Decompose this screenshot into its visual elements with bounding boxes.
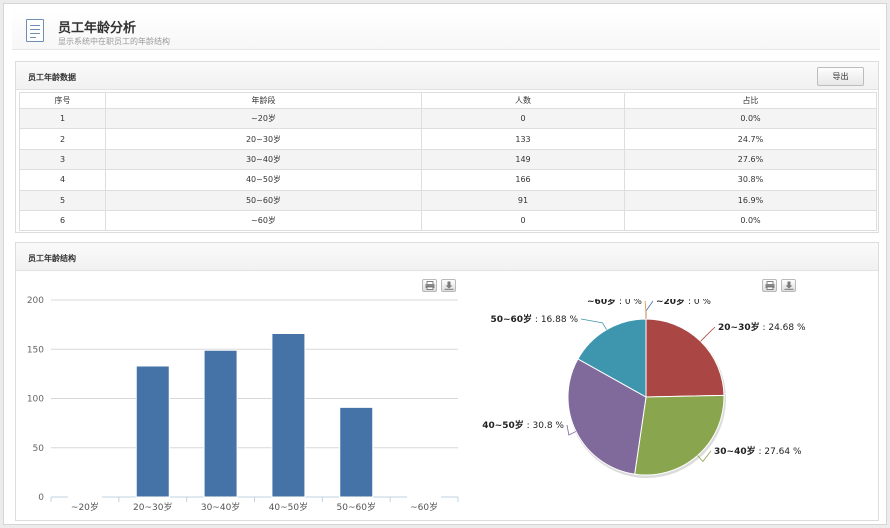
- table-row: 6 ~60岁 0 0.0%: [19, 209, 877, 232]
- column-header-index: 序号: [19, 92, 106, 109]
- age-data-panel-header: 员工年龄数据 导出: [16, 62, 878, 90]
- table-row: 4 40~50岁 166 30.8%: [19, 169, 877, 191]
- table-cell: 149: [421, 148, 625, 171]
- page-subtitle: 显示系统中在职员工的年龄结构: [58, 37, 170, 46]
- pie-slice: [634, 394, 725, 476]
- age-structure-panel: 员工年龄结构: [15, 242, 879, 521]
- pie-connector: [645, 300, 654, 319]
- y-tick-label: 50: [33, 444, 45, 454]
- y-tick-label: 200: [27, 296, 44, 306]
- y-tick-label: 100: [27, 395, 44, 405]
- pie-label: 40~50岁 : 30.8 %: [482, 419, 564, 431]
- table-cell: 0.0%: [624, 107, 877, 130]
- pie-connector: [697, 450, 712, 463]
- table-cell: 0: [421, 107, 625, 130]
- table-cell: 1: [19, 107, 106, 130]
- y-tick-label: 150: [27, 345, 44, 355]
- column-header-ratio: 占比: [624, 92, 877, 109]
- table-row: 5 50~60岁 91 16.9%: [19, 189, 877, 211]
- download-icon: [444, 281, 454, 290]
- page-title: 员工年龄分析: [58, 21, 137, 36]
- table-cell: 50~60岁: [105, 189, 422, 211]
- table-cell: 30~40岁: [105, 148, 422, 171]
- table-row: 3 30~40岁 149 27.6%: [19, 148, 877, 171]
- pie-connector: [644, 300, 647, 319]
- app-frame: 员工年龄分析 显示系统中在职员工的年龄结构 员工年龄数据 导出 序号 年龄段 人…: [3, 3, 887, 525]
- bar: [271, 332, 306, 498]
- bar-chart-download-button[interactable]: [441, 279, 456, 292]
- age-data-panel-title: 员工年龄数据: [28, 73, 76, 82]
- pie-slice: [645, 318, 725, 398]
- page-header: 员工年龄分析 显示系统中在职员工的年龄结构: [12, 10, 880, 50]
- table-cell: 24.7%: [624, 128, 877, 150]
- pie-slice: [567, 358, 647, 475]
- table-cell: 4: [19, 169, 106, 191]
- column-header-age-range: 年龄段: [105, 92, 422, 109]
- table-cell: 40~50岁: [105, 169, 422, 191]
- download-icon: [784, 281, 794, 290]
- table-cell: ~60岁: [105, 209, 422, 232]
- table-row: 1 ~20岁 0 0.0%: [19, 107, 877, 130]
- x-tick-label: ~60岁: [410, 501, 438, 513]
- print-icon: [765, 281, 775, 290]
- pie-label: 20~30岁 : 24.68 %: [718, 321, 806, 333]
- pie-chart-print-button[interactable]: [762, 279, 777, 292]
- column-header-count: 人数: [421, 92, 625, 109]
- export-button[interactable]: 导出: [817, 67, 864, 86]
- age-bar-chart: 0 50 100 150 200 ~20岁 20~30岁 30~40岁 40~50岁 50~60岁…: [27, 296, 459, 513]
- table-cell: ~20岁: [105, 107, 422, 130]
- bar: [67, 495, 102, 498]
- x-tick-label: 50~60岁: [337, 501, 376, 513]
- table-cell: 6: [19, 209, 106, 232]
- age-data-table: 序号 年龄段 人数 占比 1 ~20岁 0 0.0% 2 20~30岁 133: [19, 92, 877, 232]
- table-cell: 16.9%: [624, 189, 877, 211]
- table-cell: 20~30岁: [105, 128, 422, 150]
- table-cell: 3: [19, 148, 106, 171]
- table-cell: 30.8%: [624, 169, 877, 191]
- pie-label: 50~60岁 : 16.88 %: [490, 313, 578, 325]
- pie-label: ~60岁 : 0 %: [587, 299, 642, 307]
- pie-chart-download-button[interactable]: [781, 279, 796, 292]
- pie-label: ~20岁 : 0 %: [656, 299, 711, 307]
- table-cell: 133: [421, 128, 625, 150]
- x-tick-label: 30~40岁: [201, 501, 240, 513]
- age-structure-panel-header: 员工年龄结构: [16, 243, 878, 271]
- x-tick-label: 40~50岁: [269, 501, 308, 513]
- table-cell: 166: [421, 169, 625, 191]
- age-data-panel: 员工年龄数据 导出 序号 年龄段 人数 占比 1 ~20岁 0 0: [15, 61, 879, 233]
- pie-connector: [580, 318, 607, 330]
- age-structure-panel-title: 员工年龄结构: [28, 254, 76, 263]
- bar: [407, 495, 442, 498]
- table-header-row: 序号 年龄段 人数 占比: [19, 92, 877, 109]
- bar: [135, 365, 170, 498]
- table-cell: 0.0%: [624, 209, 877, 232]
- pie-label: 30~40岁 : 27.64 %: [714, 445, 802, 457]
- bar-chart-print-button[interactable]: [422, 279, 437, 292]
- pie-connector: [566, 424, 577, 436]
- table-cell: 27.6%: [624, 148, 877, 171]
- bar: [203, 349, 238, 498]
- document-icon: [26, 19, 44, 42]
- table-cell: 91: [421, 189, 625, 211]
- bar: [339, 406, 374, 498]
- pie-connector: [700, 326, 716, 342]
- table-cell: 2: [19, 128, 106, 150]
- table-cell: 5: [19, 189, 106, 211]
- table-cell: 0: [421, 209, 625, 232]
- print-icon: [425, 281, 435, 290]
- age-pie-chart: ~20岁 : 0 % 20~30岁 : 24.68 % 30~40岁 : 27.64…: [482, 299, 806, 478]
- x-tick-label: 20~30岁: [133, 501, 172, 513]
- x-tick-label: ~20岁: [71, 501, 99, 513]
- table-row: 2 20~30岁 133 24.7%: [19, 128, 877, 150]
- y-tick-label: 0: [38, 493, 44, 503]
